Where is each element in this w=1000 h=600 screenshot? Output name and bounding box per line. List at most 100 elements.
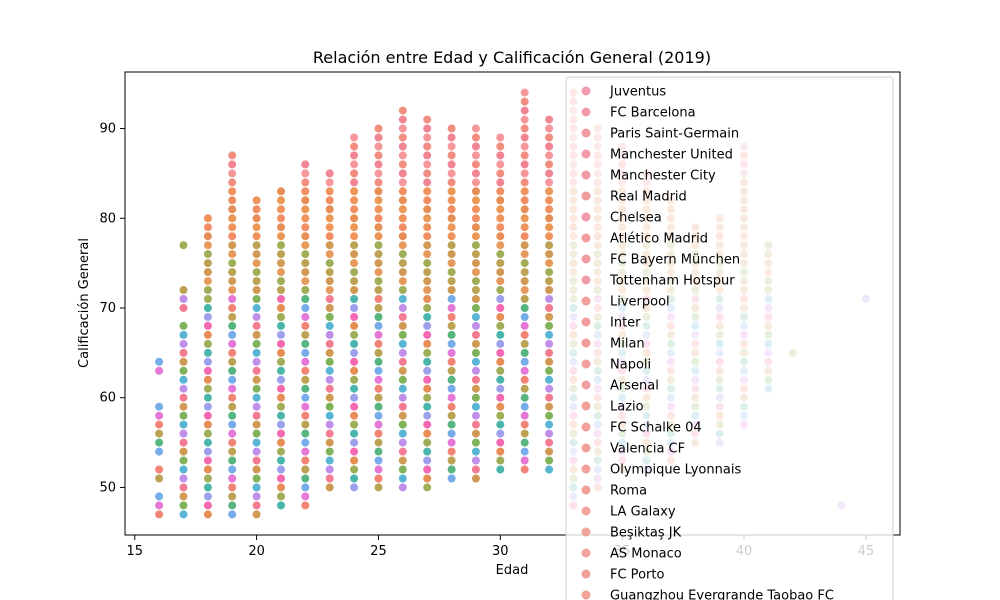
legend-label: FC Bayern München bbox=[610, 253, 740, 268]
data-point bbox=[398, 169, 407, 178]
data-point bbox=[252, 286, 261, 294]
data-point bbox=[301, 277, 310, 286]
legend-label: Milan bbox=[610, 337, 645, 352]
data-point bbox=[545, 277, 554, 286]
data-point bbox=[301, 402, 310, 411]
data-point bbox=[155, 501, 164, 510]
data-point bbox=[252, 474, 261, 483]
data-point bbox=[471, 330, 480, 339]
data-point bbox=[423, 313, 432, 321]
data-point bbox=[252, 366, 261, 375]
data-point bbox=[252, 196, 261, 205]
data-point bbox=[520, 223, 529, 232]
data-point bbox=[398, 474, 407, 483]
legend-label: Napoli bbox=[610, 358, 651, 373]
data-point bbox=[350, 393, 359, 402]
data-point bbox=[252, 304, 261, 312]
data-point bbox=[398, 133, 407, 142]
data-point bbox=[155, 510, 164, 519]
data-point bbox=[520, 286, 529, 294]
y-tick-label: 90 bbox=[99, 122, 116, 137]
data-point bbox=[496, 393, 505, 402]
data-point bbox=[545, 465, 554, 474]
data-point bbox=[350, 366, 359, 375]
data-point bbox=[325, 196, 334, 205]
data-point bbox=[374, 438, 383, 447]
data-point bbox=[350, 357, 359, 366]
data-point bbox=[471, 133, 480, 142]
data-point bbox=[203, 232, 212, 241]
data-point bbox=[228, 223, 237, 232]
data-point bbox=[423, 411, 432, 420]
data-point bbox=[350, 375, 359, 384]
data-point bbox=[374, 402, 383, 411]
data-point bbox=[203, 366, 212, 375]
data-point bbox=[179, 330, 188, 339]
data-point bbox=[447, 151, 456, 160]
data-point bbox=[423, 330, 432, 339]
data-point bbox=[228, 438, 237, 447]
data-point bbox=[423, 393, 432, 402]
legend-marker bbox=[581, 170, 591, 180]
data-point bbox=[496, 160, 505, 169]
data-point bbox=[277, 447, 285, 456]
data-point bbox=[350, 232, 359, 241]
data-point bbox=[277, 348, 285, 357]
data-point bbox=[228, 321, 237, 330]
data-point bbox=[471, 187, 480, 196]
data-point bbox=[520, 124, 529, 133]
data-point bbox=[155, 366, 164, 375]
data-point bbox=[520, 268, 529, 277]
data-point bbox=[277, 295, 285, 303]
data-point bbox=[325, 402, 334, 411]
data-point bbox=[423, 348, 432, 357]
data-point bbox=[252, 268, 261, 277]
data-point bbox=[471, 151, 480, 160]
data-point bbox=[423, 420, 432, 429]
data-point bbox=[277, 492, 285, 501]
data-point bbox=[301, 241, 310, 250]
data-point bbox=[277, 196, 285, 205]
data-point bbox=[277, 313, 285, 321]
data-point bbox=[350, 384, 359, 393]
data-point bbox=[447, 250, 456, 259]
data-point bbox=[374, 483, 383, 492]
data-point bbox=[545, 250, 554, 259]
data-point bbox=[252, 384, 261, 393]
data-point bbox=[471, 142, 480, 151]
data-point bbox=[325, 474, 334, 483]
data-point bbox=[325, 411, 334, 420]
data-point bbox=[228, 214, 237, 223]
data-point bbox=[496, 196, 505, 205]
data-point bbox=[374, 420, 383, 429]
data-point bbox=[374, 268, 383, 277]
data-point bbox=[301, 483, 310, 492]
data-point bbox=[496, 232, 505, 241]
data-point bbox=[228, 357, 237, 366]
data-point bbox=[155, 429, 164, 438]
legend-label: FC Barcelona bbox=[610, 106, 696, 121]
data-point bbox=[398, 375, 407, 384]
data-point bbox=[228, 169, 237, 178]
data-point bbox=[179, 366, 188, 375]
data-point bbox=[520, 438, 529, 447]
data-point bbox=[252, 259, 261, 268]
data-point bbox=[301, 268, 310, 277]
data-point bbox=[496, 178, 505, 187]
data-point bbox=[398, 259, 407, 268]
data-point bbox=[423, 187, 432, 196]
data-point bbox=[496, 187, 505, 196]
data-point bbox=[471, 223, 480, 232]
data-point bbox=[203, 348, 212, 357]
data-point bbox=[374, 214, 383, 223]
data-point bbox=[471, 214, 480, 223]
data-point bbox=[277, 277, 285, 286]
data-point bbox=[496, 366, 505, 375]
data-point bbox=[179, 357, 188, 366]
data-point bbox=[496, 438, 505, 447]
data-point bbox=[252, 438, 261, 447]
data-point bbox=[545, 214, 554, 223]
data-point bbox=[447, 286, 456, 294]
data-point bbox=[325, 169, 334, 178]
